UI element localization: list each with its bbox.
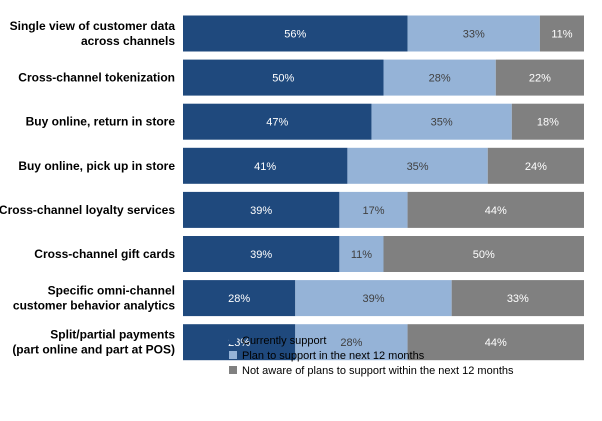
data-label: 44% [485,337,507,349]
legend-swatch [229,336,237,344]
bar-segment-1 [183,15,408,52]
bar-segment-1 [183,59,384,96]
data-label: 47% [266,117,288,129]
bars [183,15,584,361]
category-label: Single view of customer data across chann… [10,19,176,48]
data-label: 44% [485,205,507,217]
category-label: Buy online, return in store [26,115,176,129]
data-label: 50% [272,73,294,85]
bar-segment-3 [407,324,584,361]
data-labels: 56% 33% 11% 50% 28% 22% 47% 35% 18% 41% 35% 24% 39% 1… [228,29,573,350]
data-label: 39% [362,293,384,305]
bar-segment-2 [295,324,408,361]
legend-swatch [229,366,237,374]
bar-segment-3 [487,147,584,184]
data-label: 39% [250,205,272,217]
bar-segment-1 [183,280,296,317]
category-label: Split/partial payments (part online and p… [12,328,175,357]
bar-segment-2 [371,103,512,140]
bar-segment-3 [495,59,584,96]
bar-segment-3 [511,103,584,140]
bar-segment-1 [183,103,372,140]
data-label: 50% [473,249,495,261]
bar-segment-2 [347,147,488,184]
bar-segment-1 [183,191,340,228]
legend-label: Plan to support in the next 12 months [242,350,425,362]
data-label: 56% [284,29,306,41]
data-label: 41% [254,161,276,173]
data-label: 35% [407,161,429,173]
data-label: 28% [429,73,451,85]
legend-label: Currently support [242,335,326,347]
data-label: 24% [525,161,547,173]
data-label: 17% [362,205,384,217]
bar-segment-2 [339,236,384,272]
legend-label: Not aware of plans to support within the… [242,365,514,377]
category-label: Cross-channel loyalty services [0,203,175,217]
bar-segment-2 [407,15,540,52]
data-label: 28% [340,337,362,349]
bar-segment-1 [183,324,296,361]
data-label: 39% [250,249,272,261]
data-label: 11% [551,29,572,41]
category-label: Cross-channel gift cards [34,247,175,261]
legend: Currently support Plan to support in the … [229,335,514,377]
category-label: Buy online, pick up in store [18,159,175,173]
bar-segment-2 [383,59,496,96]
bar-segment-2 [339,191,408,228]
category-label: Cross-channel tokenization [18,71,175,85]
data-label: 33% [463,29,485,41]
data-label: 11% [351,249,372,261]
bar-segment-2 [295,280,452,317]
legend-swatch [229,351,237,359]
data-label: 28% [228,293,250,305]
data-label: 18% [537,117,559,129]
bar-segment-3 [383,236,584,272]
category-labels: Single view of customer data across chann… [0,19,175,357]
bar-segment-3 [407,191,584,228]
bar-segment-3 [539,15,584,52]
bar-segment-1 [183,236,340,272]
category-label: Specific omni-channel customer behavior a… [13,284,175,313]
data-label: 35% [431,117,453,129]
bar-segment-3 [451,280,584,317]
data-label: 33% [507,293,529,305]
bar-segment-1 [183,147,348,184]
data-label: 22% [529,73,551,85]
